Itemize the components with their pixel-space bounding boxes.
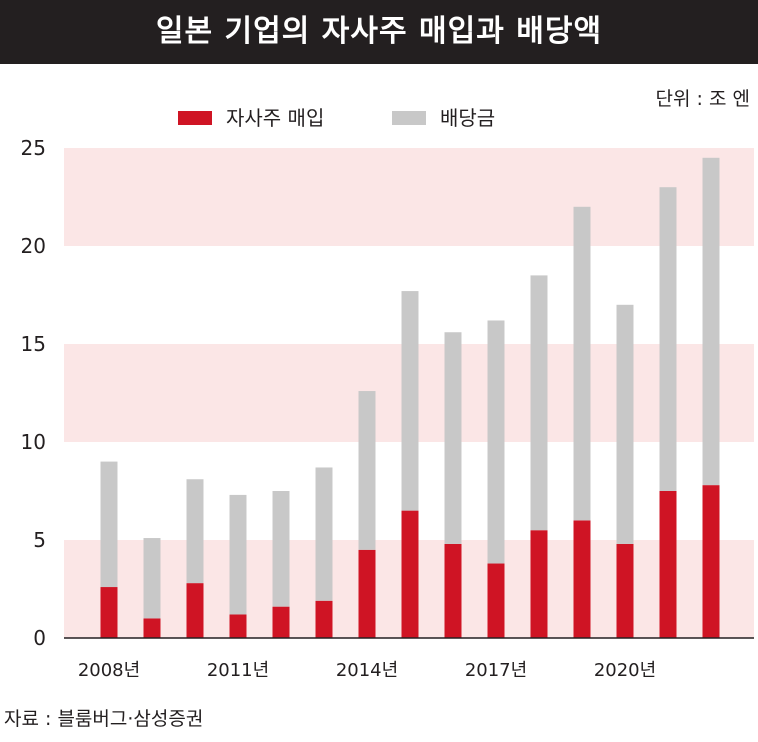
bar-buyback [186, 583, 204, 638]
bar-buyback [229, 614, 247, 638]
source-label: 자료 : 블룸버그·삼성증권 [4, 708, 204, 730]
y-tick-label: 25 [21, 136, 46, 160]
bar-dividend [186, 479, 204, 584]
bar-buyback [530, 530, 548, 638]
bar-dividend [487, 320, 505, 564]
bar-dividend [358, 391, 376, 550]
bar-dividend [401, 291, 419, 511]
bar-buyback [487, 563, 505, 638]
bar-dividend [530, 275, 548, 531]
bar-dividend [315, 467, 333, 601]
x-tick-label: 2020년 [594, 660, 656, 681]
bar-dividend [229, 494, 247, 615]
x-tick-label: 2008년 [78, 660, 140, 681]
x-tick-label: 2014년 [336, 660, 398, 681]
bars [100, 157, 720, 638]
bar-dividend [444, 332, 462, 544]
bar-dividend [272, 491, 290, 607]
legend-label: 자사주 매입 [226, 106, 324, 130]
y-tick-label: 20 [21, 234, 46, 258]
y-axis-ticks: 0 5 10 15 20 25 [21, 136, 46, 650]
x-axis-ticks: 2008년 2011년 2014년 2017년 2020년 [78, 660, 656, 681]
y-tick-label: 0 [33, 626, 46, 650]
x-tick-label: 2017년 [465, 660, 527, 681]
bar-dividend [616, 304, 634, 544]
legend: 자사주 매입 배당금 [178, 106, 495, 130]
y-tick-label: 15 [21, 332, 46, 356]
legend-swatch [178, 111, 212, 125]
bar-buyback [401, 510, 419, 638]
grid-band [64, 148, 754, 246]
y-tick-label: 5 [33, 528, 46, 552]
bar-buyback [444, 543, 462, 638]
bar-buyback [702, 485, 720, 638]
y-tick-label: 10 [21, 430, 46, 454]
bar-dividend [143, 538, 161, 619]
legend-label: 배당금 [440, 106, 495, 130]
bar-buyback [659, 491, 677, 638]
bar-dividend [573, 206, 591, 521]
bar-dividend [100, 461, 118, 588]
bar-buyback [616, 543, 634, 638]
bar-buyback [143, 618, 161, 638]
bar-buyback [315, 600, 333, 638]
bar-dividend [659, 187, 677, 491]
x-tick-label: 2011년 [207, 660, 269, 681]
bar-buyback [100, 587, 118, 638]
bar-dividend [702, 157, 720, 486]
unit-label: 단위 : 조 엔 [655, 88, 750, 110]
chart-title: 일본 기업의 자사주 매입과 배당액 [0, 0, 758, 64]
bar-buyback [358, 549, 376, 638]
bar-buyback [272, 606, 290, 638]
bar-buyback [573, 520, 591, 638]
legend-swatch [392, 111, 426, 125]
